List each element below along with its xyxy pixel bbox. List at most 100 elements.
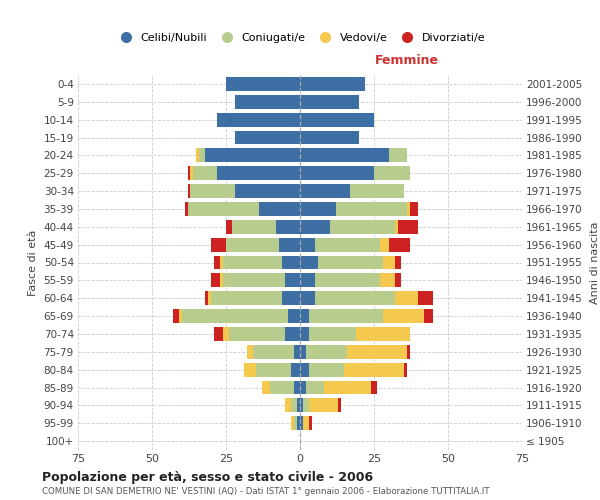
Bar <box>300 416 303 430</box>
Bar <box>282 291 300 305</box>
Bar <box>300 184 350 198</box>
Bar <box>208 291 211 305</box>
Bar <box>229 327 285 341</box>
Bar <box>291 362 300 376</box>
Text: COMUNE DI SAN DEMETRIO NE' VESTINI (AQ) - Dati ISTAT 1° gennaio 2006 - Elaborazi: COMUNE DI SAN DEMETRIO NE' VESTINI (AQ) … <box>42 487 490 496</box>
Bar <box>335 202 407 216</box>
Bar <box>188 166 190 180</box>
Bar <box>235 184 300 198</box>
Bar <box>309 327 356 341</box>
Bar <box>380 274 395 287</box>
Bar <box>190 184 235 198</box>
Bar <box>291 398 297 412</box>
Bar <box>279 238 300 252</box>
Bar <box>395 256 401 270</box>
Bar <box>300 95 359 109</box>
Y-axis label: Fasce di età: Fasce di età <box>28 230 38 296</box>
Bar <box>300 398 303 412</box>
Bar <box>235 130 300 144</box>
Bar <box>247 345 253 359</box>
Bar <box>309 362 344 376</box>
Bar <box>223 256 282 270</box>
Bar <box>214 256 220 270</box>
Bar <box>244 362 256 376</box>
Bar <box>300 166 374 180</box>
Bar <box>300 220 329 234</box>
Bar <box>371 380 377 394</box>
Bar <box>389 238 410 252</box>
Bar <box>173 309 179 323</box>
Bar <box>309 398 338 412</box>
Bar <box>315 238 380 252</box>
Bar <box>220 274 223 287</box>
Bar <box>344 362 404 376</box>
Bar <box>226 77 300 91</box>
Bar <box>309 416 312 430</box>
Text: Femmine: Femmine <box>374 54 439 68</box>
Bar <box>315 274 380 287</box>
Bar <box>188 202 259 216</box>
Bar <box>389 148 407 162</box>
Bar <box>188 184 190 198</box>
Bar <box>226 238 279 252</box>
Bar <box>253 345 294 359</box>
Bar <box>418 291 433 305</box>
Bar <box>303 398 309 412</box>
Bar <box>205 148 300 162</box>
Bar <box>190 166 193 180</box>
Bar <box>282 256 300 270</box>
Bar <box>300 345 306 359</box>
Bar <box>205 291 208 305</box>
Bar <box>193 166 217 180</box>
Bar <box>347 345 407 359</box>
Bar <box>235 95 300 109</box>
Bar <box>277 220 300 234</box>
Bar <box>410 202 418 216</box>
Bar <box>315 291 395 305</box>
Bar <box>179 309 182 323</box>
Bar <box>395 291 418 305</box>
Bar <box>300 77 365 91</box>
Bar <box>220 256 223 270</box>
Bar <box>217 112 300 126</box>
Bar <box>318 256 383 270</box>
Bar <box>211 291 282 305</box>
Bar <box>185 202 188 216</box>
Bar <box>300 380 306 394</box>
Bar <box>294 380 300 394</box>
Bar <box>383 256 395 270</box>
Bar <box>285 398 291 412</box>
Bar <box>356 327 410 341</box>
Bar <box>350 184 404 198</box>
Bar <box>300 238 315 252</box>
Bar <box>262 380 271 394</box>
Bar <box>300 148 389 162</box>
Bar <box>182 309 288 323</box>
Bar <box>309 309 383 323</box>
Bar <box>300 256 318 270</box>
Bar <box>395 274 401 287</box>
Bar <box>404 362 407 376</box>
Bar <box>300 202 335 216</box>
Bar <box>196 148 199 162</box>
Bar <box>297 416 300 430</box>
Bar <box>300 274 315 287</box>
Bar <box>211 274 220 287</box>
Bar <box>424 309 433 323</box>
Bar <box>303 416 309 430</box>
Bar <box>383 309 424 323</box>
Bar <box>407 345 410 359</box>
Bar <box>223 274 285 287</box>
Bar <box>300 327 309 341</box>
Bar <box>256 362 291 376</box>
Bar <box>211 238 226 252</box>
Bar <box>300 112 374 126</box>
Bar <box>271 380 294 394</box>
Bar <box>226 220 232 234</box>
Bar <box>338 398 341 412</box>
Bar <box>291 416 294 430</box>
Bar <box>217 166 300 180</box>
Bar <box>285 274 300 287</box>
Bar <box>300 309 309 323</box>
Bar <box>380 238 389 252</box>
